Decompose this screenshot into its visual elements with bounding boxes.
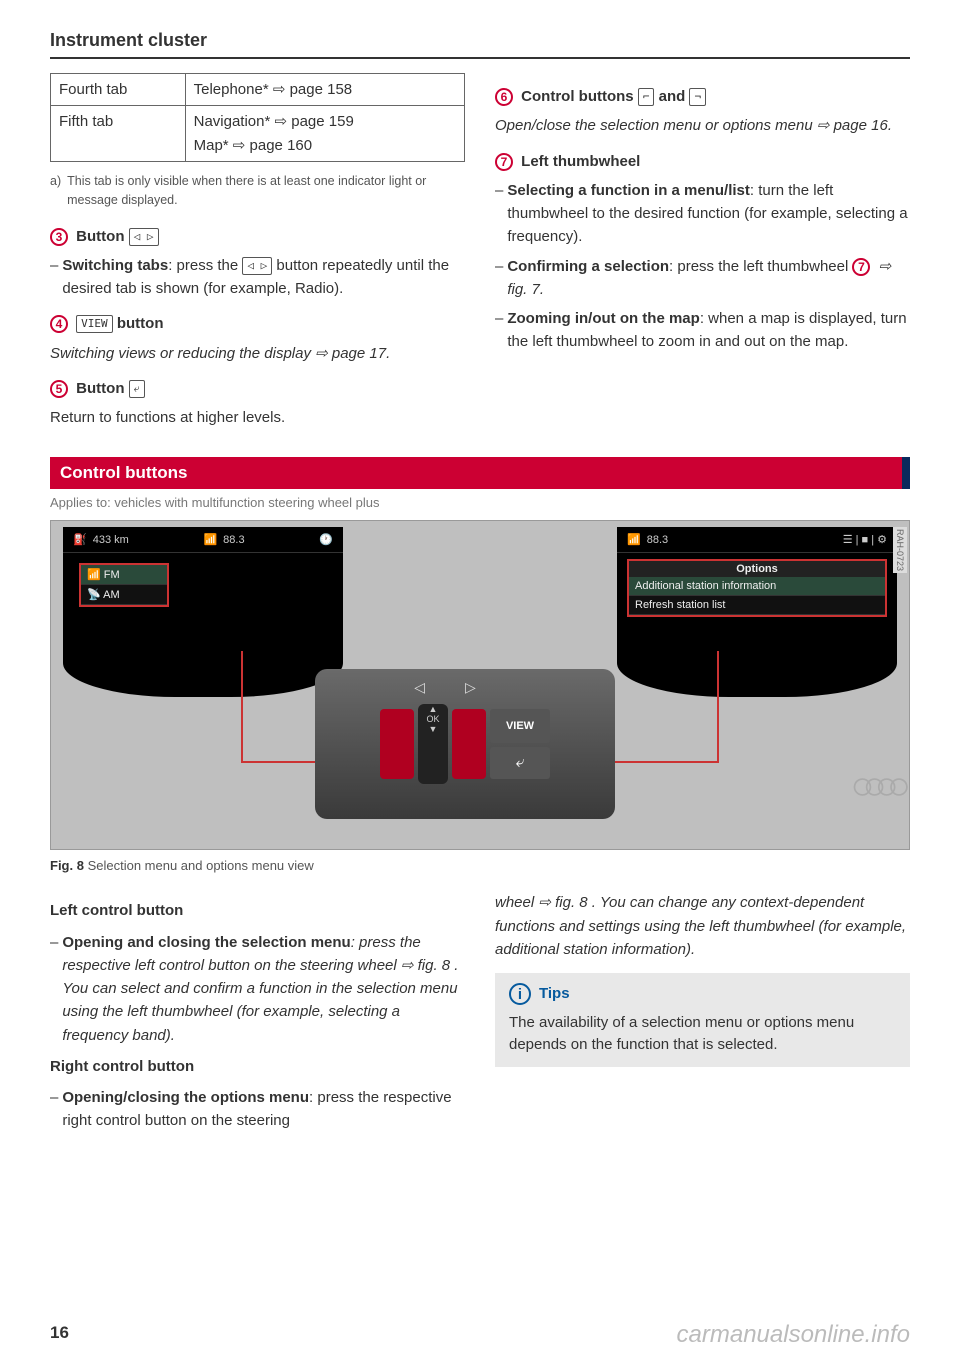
left-control-button [380,709,414,779]
item-5-head: 5 Button ⤶ [50,377,465,400]
callout-line [717,651,719,761]
menu-row: Additional station information [629,577,885,596]
callout-line [241,651,243,761]
item-4-head: 4 VIEW button [50,312,465,335]
bracket-right-icon: ¬ [689,88,706,106]
steering-control-pad: ◁▷ ▲OK▼ VIEW ⤶ [315,669,615,819]
table-row: Fourth tab Telephone* ⇨ page 158 [51,74,465,106]
figure-code: RAH-0723 [893,527,907,573]
lower-columns: Left control button – Opening and closin… [50,891,910,1138]
table-cell: Navigation* ⇨ page 159 Map* ⇨ page 160 [185,106,464,162]
right-control-button [452,709,486,779]
menu-row: Refresh station list [629,596,885,615]
radio-icon: 📶 [203,534,217,546]
table-cell: Telephone* ⇨ page 158 [185,74,464,106]
section-title-bar: Control buttons [50,457,910,489]
tab-table: Fourth tab Telephone* ⇨ page 158 Fifth t… [50,73,465,162]
tips-header: i Tips [509,983,896,1006]
right-control-para: – Opening/closing the options menu: pres… [50,1086,465,1133]
footnote-text: This tab is only visible when there is a… [67,172,465,211]
lower-right-col: wheel ⇨ fig. 8 . You can change any cont… [495,891,910,1138]
item-6-head: 6 Control buttons ⌐ and ¬ [495,85,910,108]
circled-number-icon: 5 [50,380,68,398]
page-header: Instrument cluster [50,30,910,59]
nav-arrows-icon: ◁ ▷ [129,228,159,246]
view-button-icon: VIEW [76,315,113,333]
table-cell: Fifth tab [51,106,186,162]
circled-number-icon: 7 [495,153,513,171]
continuation-para: wheel ⇨ fig. 8 . You can change any cont… [495,891,910,961]
fig-left-screen: ⛽433 km 📶88.3 🕐 📶 FM 📡 AM [63,527,343,697]
return-icon: ⤶ [129,380,145,398]
bracket-left-icon: ⌐ [638,88,655,106]
item-6-para: Open/close the selection menu or options… [495,114,910,137]
figure-8: ⛽433 km 📶88.3 🕐 📶 FM 📡 AM 📶88.3 ☰ | ■ | … [50,520,910,850]
tips-text: The availability of a selection menu or … [509,1012,896,1057]
circled-number-icon: 7 [852,258,870,276]
item-7-para-a: – Selecting a function in a menu/list: t… [495,179,910,249]
fig-options-menu: Options Additional station information R… [627,559,887,617]
footnote-marker: a) [50,172,61,211]
menu-header: Options [629,561,885,577]
circled-number-icon: 3 [50,228,68,246]
left-control-heading: Left control button [50,899,465,922]
item-3-head: 3 Button ◁ ▷ [50,225,465,248]
item-7-para-c: – Zooming in/out on the map: when a map … [495,307,910,354]
audi-logo-icon: ○○○○ [850,764,899,809]
watermark: carmanualsonline.info [677,1321,910,1349]
radio-icon: 📶 [627,534,641,546]
applies-to: Applies to: vehicles with multifunction … [50,495,910,510]
back-button: ⤶ [490,747,550,779]
menu-row: 📶 FM [81,565,167,585]
fig-left-topbar: ⛽433 km 📶88.3 🕐 [63,527,343,553]
info-icon: i [509,983,531,1005]
fig-right-screen: 📶88.3 ☰ | ■ | ⚙ Options Additional stati… [617,527,897,697]
right-control-heading: Right control button [50,1055,465,1078]
upper-left-col: Fourth tab Telephone* ⇨ page 158 Fifth t… [50,73,465,439]
lower-left-col: Left control button – Opening and closin… [50,891,465,1138]
figure-caption: Fig. 8 Selection menu and options menu v… [50,858,910,873]
tips-box: i Tips The availability of a selection m… [495,973,910,1067]
item-4-para: Switching views or reducing the display … [50,342,465,365]
list-icon: ☰ | ■ | ⚙ [843,533,887,546]
view-button: VIEW [490,709,550,743]
circled-number-icon: 4 [50,315,68,333]
clock-icon: 🕐 [319,533,333,546]
left-control-para: – Opening and closing the selection menu… [50,931,465,1047]
nav-arrows-icon: ◁ ▷ [242,257,272,275]
arrow-icons: ◁▷ [414,679,516,696]
fuel-icon: ⛽ [73,534,87,546]
fig-right-topbar: 📶88.3 ☰ | ■ | ⚙ [617,527,897,553]
table-row: Fifth tab Navigation* ⇨ page 159 Map* ⇨ … [51,106,465,162]
thumbwheel: ▲OK▼ [418,704,448,784]
footnote: a) This tab is only visible when there i… [50,172,465,211]
item-5-para: Return to functions at higher levels. [50,406,465,429]
page-number: 16 [50,1323,69,1343]
circled-number-icon: 6 [495,88,513,106]
fig-selection-menu: 📶 FM 📡 AM [79,563,169,607]
menu-row: 📡 AM [81,585,167,605]
item-3-para: – Switching tabs: press the ◁ ▷ button r… [50,254,465,301]
table-cell: Fourth tab [51,74,186,106]
item-7-head: 7 Left thumbwheel [495,150,910,173]
item-7-para-b: – Confirming a selection: press the left… [495,255,910,302]
upper-right-col: 6 Control buttons ⌐ and ¬ Open/close the… [495,73,910,439]
upper-columns: Fourth tab Telephone* ⇨ page 158 Fifth t… [50,73,910,439]
